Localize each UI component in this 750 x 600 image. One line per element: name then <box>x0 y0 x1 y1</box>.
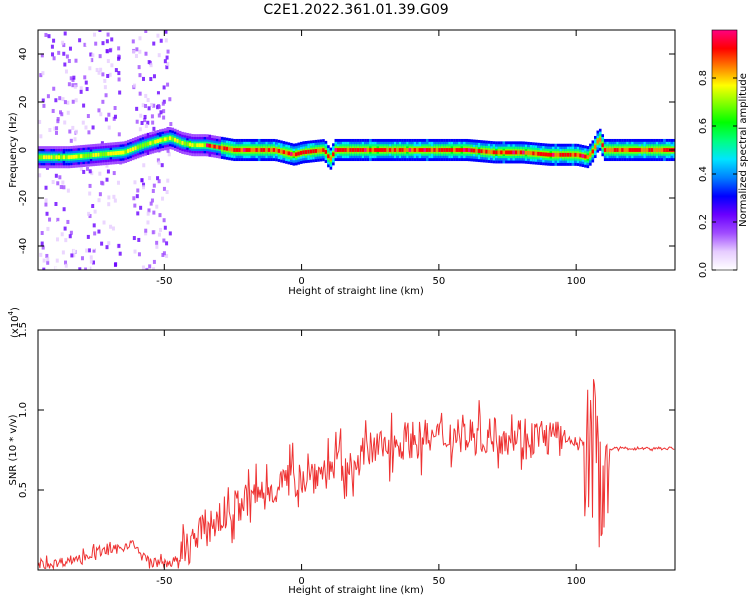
x-tick-label: 100 <box>567 576 586 587</box>
snr-y-label: SNR (10 * v/v) <box>8 414 19 485</box>
colorbar-tick-label: 0.2 <box>698 214 709 230</box>
colorbar-frame <box>711 29 738 271</box>
colorbar: 0.0 0.2 0.4 0.6 0.8 Normalized spectral ampl… <box>698 29 749 278</box>
colorbar-tick-label: 0.8 <box>698 70 709 86</box>
x-tick-label: 0 <box>298 576 304 587</box>
colorbar-label: Normalized spectral amplitude <box>738 73 749 227</box>
x-tick-label: -50 <box>156 576 172 587</box>
colorbar-tick-label: 0.4 <box>698 166 709 182</box>
x-tick-label: 50 <box>433 576 446 587</box>
snr-frame <box>37 329 676 571</box>
colorbar-tick-label: 0.6 <box>698 118 709 134</box>
snr-y-multiplier: (x104) <box>7 307 21 338</box>
spectrogram-x-label: Height of straight line (km) <box>288 286 424 297</box>
spectrogram-image <box>38 30 675 270</box>
snr-x-label: Height of straight line (km) <box>288 585 424 596</box>
x-tick-label: 0 <box>298 276 304 287</box>
x-tick-label: 100 <box>567 276 586 287</box>
y-tick-label: -40 <box>18 238 29 254</box>
colorbar-gradient <box>712 30 737 270</box>
y-tick-label: 1.5 <box>18 322 29 338</box>
colorbar-tick-label: 0.0 <box>698 262 709 278</box>
figure-title: C2E1.2022.361.01.39.G09 <box>263 2 448 18</box>
colorbar-ticks: 0.0 0.2 0.4 0.6 0.8 <box>698 70 737 278</box>
spectrogram-ticks: -50 0 50 100 -40 -20 0 20 40 <box>18 30 675 287</box>
snr-multiplier-base: (x10 <box>10 315 21 338</box>
snr-ticks: -50 0 50 100 0.5 1.0 1.5 <box>18 322 675 587</box>
y-tick-label: 0 <box>18 147 29 153</box>
y-tick-label: 1.0 <box>18 402 29 418</box>
snr-series-line <box>38 379 675 570</box>
y-tick-label: 40 <box>18 48 29 61</box>
x-tick-label: -50 <box>156 276 172 287</box>
spectrogram-y-label: Frequency (Hz) <box>8 112 19 188</box>
y-tick-label: 0.5 <box>18 482 29 498</box>
snr-multiplier-exp: 4 <box>7 310 15 315</box>
x-tick-label: 50 <box>433 276 446 287</box>
y-tick-label: -20 <box>18 190 29 206</box>
spectrogram-panel: -50 0 50 100 -40 -20 0 20 40 Height of straight … <box>8 29 676 297</box>
y-tick-label: 20 <box>18 96 29 109</box>
svg-text:(x104): (x104) <box>7 307 21 338</box>
snr-panel: -50 0 50 100 0.5 1.0 1.5 Height of straight li… <box>7 307 676 596</box>
